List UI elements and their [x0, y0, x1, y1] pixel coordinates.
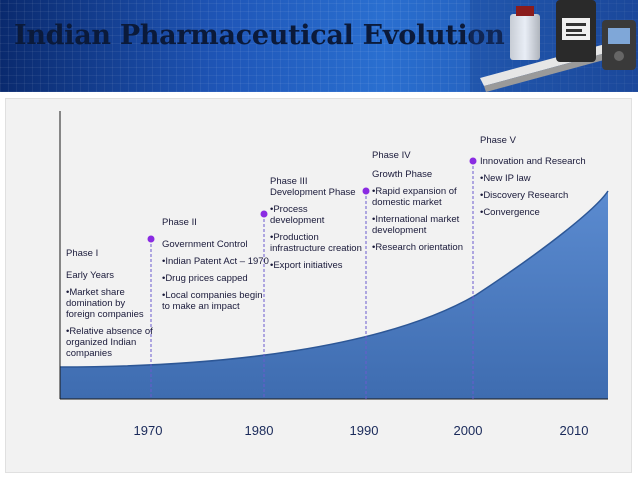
phase-bullet: •Convergence [480, 207, 540, 218]
phase-bullet: •Local companies begin to make an impact [162, 290, 263, 312]
year-label: 1980 [244, 423, 274, 438]
header-banner: Indian Pharmaceutical Evolution [0, 0, 638, 92]
phase-heading: Development Phase [270, 187, 356, 198]
medical-supplies-photo-icon [470, 0, 638, 92]
phase-heading: Government Control [162, 239, 248, 250]
marker-phase-iv [362, 187, 370, 195]
phase-heading: Innovation and Research [480, 156, 586, 167]
marker-phase-iii [260, 210, 268, 218]
growth-curve-area [60, 191, 608, 399]
phase-3-block: Phase III Development Phase •Process dev… [270, 176, 362, 277]
page-title: Indian Pharmaceutical Evolution [14, 20, 505, 51]
phase-bullet: •Process development [270, 204, 325, 226]
phase-bullet: •Discovery Research [480, 190, 569, 201]
growth-curve-line [59, 190, 609, 368]
phase-bullet: •Drug prices capped [162, 273, 248, 284]
phase-bullet: •International market development [372, 214, 460, 236]
phase-bullet: •Export initiatives [270, 260, 343, 271]
year-label: 2000 [453, 423, 483, 438]
growth-curve-chart [59, 111, 609, 400]
phase-name: Phase II [162, 217, 197, 228]
phase-4-block: Phase IV Growth Phase •Rapid expansion o… [372, 150, 472, 259]
timeline-panel: Phase I Early Years •Market share domina… [5, 98, 632, 473]
phase-bullet: •Market share domination by foreign comp… [66, 287, 144, 320]
phase-heading: Growth Phase [372, 169, 433, 180]
phase-bullet: •Relative absence of organized Indian co… [66, 326, 153, 359]
phase-name: Phase IV [372, 150, 411, 161]
phase-5-block: Phase V Innovation and Research •New IP … [480, 135, 600, 224]
phase-bullet: •Research orientation [372, 242, 463, 253]
phase-heading: Early Years [66, 270, 115, 281]
phase-bullet: •Production infrastructure creation [270, 232, 362, 254]
marker-phase-ii [147, 235, 155, 243]
phase-bullet: •Rapid expansion of domestic market [372, 186, 457, 208]
year-label: 1970 [133, 423, 163, 438]
phase-name: Phase V [480, 135, 516, 146]
phase-name: Phase III [270, 176, 308, 187]
marker-phase-v [469, 157, 477, 165]
phase-1-block: Phase I Early Years •Market share domina… [66, 248, 154, 365]
year-label: 1990 [349, 423, 379, 438]
phase-bullet: •Indian Patent Act – 1970 [162, 256, 269, 267]
phase-2-block: Phase II Government Control •Indian Pate… [162, 217, 270, 318]
phase-name: Phase I [66, 248, 99, 259]
phase-bullet: •New IP law [480, 173, 531, 184]
year-label: 2010 [559, 423, 589, 438]
